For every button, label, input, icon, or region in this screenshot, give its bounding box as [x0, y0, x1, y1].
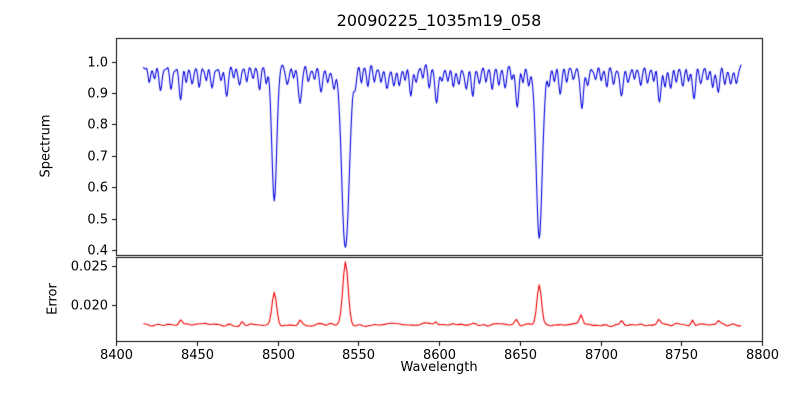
y-tick-label: 0.5 [87, 212, 108, 227]
x-tick-label: 8450 [180, 348, 215, 363]
x-tick-label: 8650 [503, 348, 538, 363]
chart-title: 20090225_1035m19_058 [336, 11, 542, 30]
x-axis-label: Wavelength [400, 360, 478, 375]
y-axis-label-error: Error [45, 283, 61, 315]
x-tick-label: 8600 [422, 348, 457, 363]
x-tick-label: 8500 [261, 348, 296, 363]
x-tick-label: 8750 [664, 348, 699, 363]
y-tick-label: 0.6 [87, 180, 108, 195]
y-axis-label-spectrum: Spectrum [38, 114, 54, 178]
y-tick-label: 0.8 [87, 117, 108, 132]
x-tick-label: 8550 [341, 348, 376, 363]
x-tick-label: 8700 [584, 348, 619, 363]
y-tick-label: 1.0 [87, 55, 108, 70]
x-tick-label: 8800 [745, 348, 780, 363]
y-tick-label: 0.4 [87, 243, 108, 258]
x-tick-label: 8400 [99, 348, 134, 363]
y-tick-label: 0.020 [70, 298, 108, 313]
y-tick-label: 0.7 [87, 149, 108, 164]
y-tick-label: 0.025 [70, 259, 108, 274]
y-tick-label: 0.9 [87, 86, 108, 101]
